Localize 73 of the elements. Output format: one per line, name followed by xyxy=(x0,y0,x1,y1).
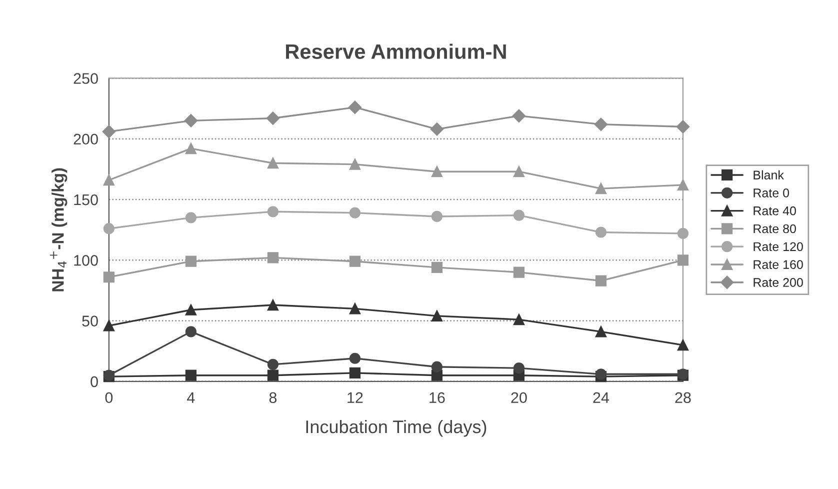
x-tick-label: 12 xyxy=(348,392,363,403)
point xyxy=(676,120,690,134)
point xyxy=(513,314,525,326)
point xyxy=(431,166,443,178)
point xyxy=(103,223,114,234)
point xyxy=(513,266,525,278)
point xyxy=(349,207,361,218)
point xyxy=(677,339,689,351)
point xyxy=(430,122,444,136)
y-tick-label: 100 xyxy=(74,255,98,266)
x-tick-label: 20 xyxy=(511,392,527,404)
point xyxy=(431,361,443,372)
point xyxy=(513,166,525,178)
point xyxy=(267,158,279,169)
legend-label: Rate 160 xyxy=(754,260,803,269)
point xyxy=(266,112,280,125)
legend-label: Rate 200 xyxy=(754,278,803,287)
y-tick-label: 150 xyxy=(74,194,98,206)
point xyxy=(348,100,362,114)
point xyxy=(349,256,361,267)
point xyxy=(349,303,361,314)
point xyxy=(431,310,443,322)
x-tick-label: 16 xyxy=(430,392,445,404)
legend-label: Rate 0 xyxy=(754,188,790,198)
point xyxy=(267,358,279,370)
point xyxy=(513,362,525,374)
point xyxy=(677,179,689,191)
point xyxy=(103,320,114,332)
x-tick-label: 0 xyxy=(105,392,113,404)
point xyxy=(184,114,198,128)
point xyxy=(595,226,607,238)
legend-label: Rate 40 xyxy=(754,206,796,216)
point xyxy=(267,370,279,381)
point xyxy=(677,228,689,240)
point xyxy=(102,125,116,138)
point xyxy=(185,304,196,316)
point xyxy=(595,368,607,380)
point xyxy=(595,183,607,194)
y-tick-label: 200 xyxy=(74,134,98,145)
y-tick-label: 0 xyxy=(90,376,98,388)
point xyxy=(512,109,526,122)
point xyxy=(349,158,361,170)
point xyxy=(431,210,443,222)
x-tick-label: 28 xyxy=(675,392,691,404)
point xyxy=(594,118,608,131)
x-axis-title: Incubation Time (days) xyxy=(306,420,486,437)
legend-label: Blank xyxy=(754,170,784,180)
x-tick-label: 8 xyxy=(269,392,277,404)
point xyxy=(185,256,196,267)
x-tick-label: 4 xyxy=(187,392,195,403)
point xyxy=(513,210,525,221)
point xyxy=(267,252,279,264)
point xyxy=(595,275,607,286)
y-axis-title: NH$_{4}$$^{+}$-N (mg/kg) xyxy=(50,168,68,292)
point xyxy=(185,212,196,224)
point xyxy=(185,326,196,338)
point xyxy=(103,272,114,283)
chart-title: Reserve Ammonium-N xyxy=(286,44,506,59)
point xyxy=(349,352,361,364)
x-tick-label: 24 xyxy=(593,392,610,403)
point xyxy=(349,367,361,378)
point xyxy=(431,262,443,273)
y-tick-label: 50 xyxy=(82,316,98,326)
point xyxy=(185,143,196,154)
point xyxy=(267,299,279,311)
point xyxy=(595,326,607,338)
point xyxy=(185,370,196,381)
point xyxy=(103,174,114,186)
point xyxy=(677,254,689,266)
point xyxy=(267,206,279,218)
y-tick-label: 250 xyxy=(74,73,98,84)
legend-label: Rate 120 xyxy=(754,242,803,252)
legend-label: Rate 80 xyxy=(754,224,796,234)
